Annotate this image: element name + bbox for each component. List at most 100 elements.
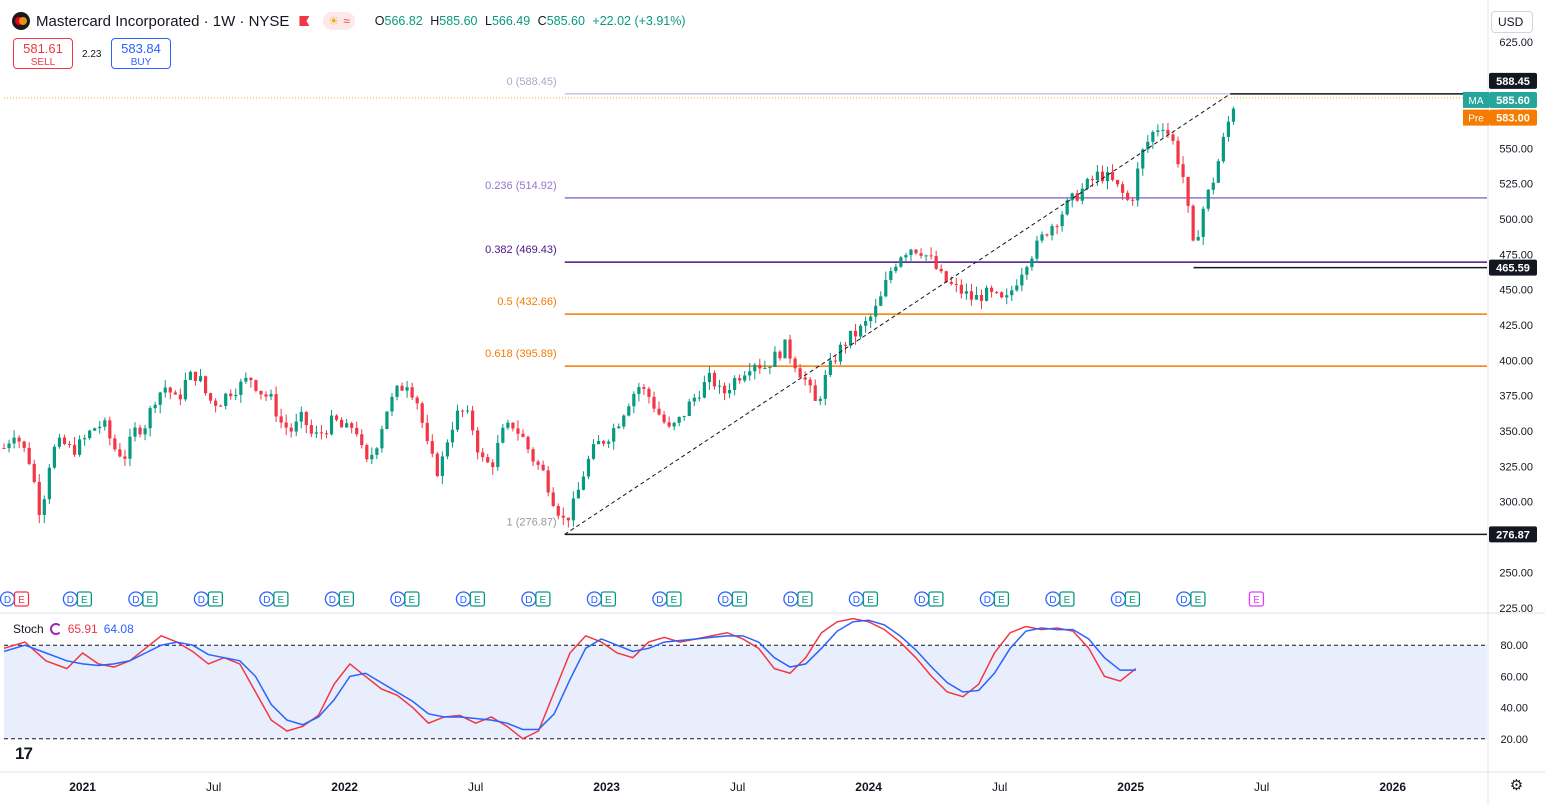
candle-body (128, 436, 132, 459)
candle-body (481, 452, 485, 458)
candle-body (1085, 179, 1089, 189)
candle-body (1070, 193, 1074, 201)
candle-body (1050, 226, 1054, 236)
candle-body (632, 393, 636, 407)
candle-body (793, 358, 797, 369)
candle-body (894, 266, 898, 272)
candle-body (476, 430, 480, 453)
earnings-icon (731, 591, 748, 607)
dividend-label: D (394, 595, 401, 606)
candle-body (138, 427, 142, 435)
candle-body (964, 291, 968, 294)
candle-body (717, 385, 722, 387)
dividend-label: D (722, 595, 729, 606)
session-chip[interactable]: ☀ ≈ (323, 12, 355, 30)
candle-body (1201, 208, 1205, 237)
candle-body (576, 489, 581, 499)
candle-body (501, 427, 505, 443)
candle-body (1075, 193, 1079, 201)
candle-body (229, 393, 233, 397)
earnings-icon (404, 591, 420, 607)
candle-body (1040, 234, 1044, 241)
candle-body (1231, 108, 1236, 122)
candle-body (1115, 179, 1120, 185)
candle-body (360, 434, 364, 446)
candle-body (874, 305, 878, 317)
candle-body (602, 440, 606, 444)
candle-body (864, 321, 868, 326)
earnings-label: E (671, 595, 678, 606)
candle-body (556, 506, 560, 516)
candle-body (561, 515, 565, 518)
gear-icon[interactable]: ⚙ (1509, 777, 1524, 794)
candle-body (1136, 168, 1140, 201)
candle-body (763, 367, 767, 369)
candle-body (622, 415, 626, 427)
candle-body (410, 387, 414, 398)
candle-body (208, 393, 213, 401)
earnings-label: E (998, 595, 1005, 606)
candle-body (969, 291, 974, 300)
candle-body (2, 448, 6, 449)
stoch-name[interactable]: Stoch (13, 622, 44, 636)
flag-icon[interactable] (299, 16, 310, 26)
tradingview-logo-icon[interactable]: 17 (15, 744, 33, 763)
candle-body (133, 427, 137, 437)
high-value: 585.60 (439, 14, 478, 28)
sell-button[interactable]: 581.61 SELL (13, 38, 73, 69)
candle-body (979, 295, 984, 301)
earnings-label: E (18, 595, 25, 606)
dividend-label: D (591, 595, 598, 606)
candle-body (299, 411, 303, 422)
candle-body (1156, 130, 1160, 132)
candle-body (108, 420, 112, 439)
candle-body (284, 422, 288, 428)
candle-body (748, 371, 752, 376)
candle-body (264, 394, 268, 397)
candle-body (1221, 136, 1225, 162)
candle-body (652, 396, 656, 409)
candle-body (350, 423, 354, 428)
candle-body (682, 415, 686, 417)
candle-body (869, 316, 873, 322)
earnings-label: E (1253, 595, 1260, 606)
y-tick-label: 375.00 (1499, 391, 1533, 403)
candle-body (879, 296, 883, 306)
candle-body (334, 415, 339, 420)
candle-body (944, 271, 948, 283)
candle-body (329, 415, 334, 435)
candle-body (1226, 121, 1231, 137)
earnings-icon (1248, 591, 1265, 607)
price-label: 588.45 (1496, 76, 1530, 88)
symbol-title[interactable]: Mastercard Incorporated · 1W · NYSE (36, 12, 290, 30)
candle-body (989, 287, 994, 292)
sun-icon: ☀ (328, 14, 340, 28)
sell-label: SELL (30, 57, 56, 68)
candle-body (722, 385, 727, 394)
candle-body (465, 410, 470, 412)
candle-body (37, 481, 41, 515)
earnings-icon (142, 591, 158, 607)
y-tick-label: 300.00 (1499, 497, 1533, 509)
candle-body (370, 454, 374, 460)
candle-body (219, 405, 223, 407)
buy-label: BUY (130, 57, 152, 68)
y-tick-label: 625.00 (1499, 37, 1533, 49)
buy-button[interactable]: 583.84 BUY (111, 38, 171, 69)
candle-body (1020, 274, 1024, 286)
candle-body (1166, 129, 1170, 135)
candle-body (743, 375, 747, 381)
fib-label: 0.5 (432.66) (497, 296, 556, 308)
candle-body (1030, 258, 1034, 268)
candle-body (753, 364, 757, 372)
candle-body (471, 410, 475, 431)
candle-body (1045, 234, 1049, 236)
candle-body (1186, 176, 1190, 206)
earnings-label: E (867, 595, 874, 606)
candle-body (1055, 226, 1059, 228)
currency-selector[interactable]: USD (1491, 11, 1533, 33)
wave-icon: ≈ (343, 14, 350, 28)
candle-body (617, 426, 621, 429)
stoch-k-value: 65.91 (67, 622, 98, 636)
